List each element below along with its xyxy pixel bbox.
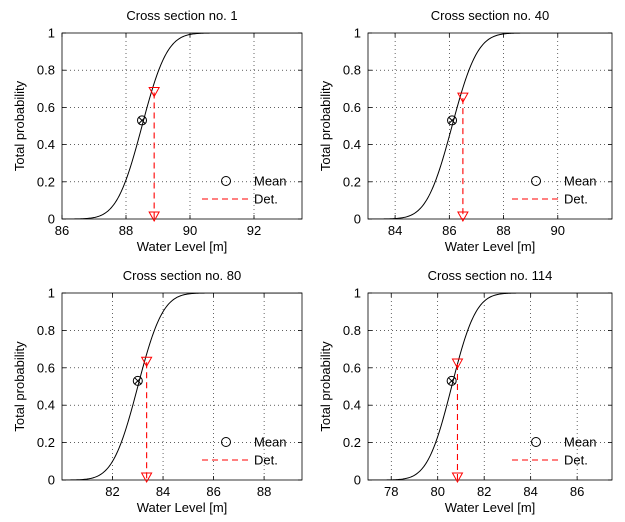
x-tick-label: 92	[247, 223, 261, 238]
y-tick-label: 0.6	[343, 360, 361, 375]
x-axis-label: Water Level [m]	[137, 239, 228, 254]
y-tick-label: 0.8	[343, 63, 361, 78]
y-tick-label: 0	[48, 473, 55, 488]
x-tick-label: 86	[55, 223, 69, 238]
y-tick-label: 0.8	[343, 323, 361, 338]
chart-panel-3: 82 84 86 88 0 0.2 0.4 0.6 0.8 1 Cross section no. …	[12, 268, 303, 515]
cdf-curve	[62, 33, 302, 219]
x-tick-label: 90	[183, 223, 197, 238]
y-tick-label: 0.4	[343, 137, 361, 152]
x-tick-label: 82	[105, 484, 119, 499]
x-tick-label: 84	[156, 484, 170, 499]
legend-det-label: Det.	[564, 192, 588, 207]
mean-marker-cross	[134, 377, 142, 385]
det-top-marker	[140, 356, 153, 368]
y-tick-label: 1	[48, 286, 55, 301]
y-tick-label: 0.2	[343, 435, 361, 450]
legend-mean-label: Mean	[254, 435, 287, 450]
legend-mean-label: Mean	[254, 174, 287, 189]
y-tick-label: 0.2	[37, 174, 55, 189]
x-tick-label: 86	[206, 484, 220, 499]
det-top-marker	[148, 87, 161, 98]
y-axis-label: Total probability	[12, 80, 27, 171]
det-top-marker	[451, 358, 464, 370]
x-tick-label: 90	[551, 223, 565, 238]
det-bottom-marker	[457, 211, 469, 223]
legend-mean-symbol	[221, 176, 231, 186]
legend-mean-symbol	[221, 437, 231, 447]
legend-mean-symbol	[531, 176, 541, 186]
y-tick-label: 0.2	[343, 174, 361, 189]
legend-det-label: Det.	[254, 453, 278, 468]
legend-mean-label: Mean	[564, 174, 597, 189]
x-tick-label: 82	[477, 484, 491, 499]
y-tick-label: 1	[354, 26, 361, 41]
legend-det-label: Det.	[254, 192, 278, 207]
y-tick-label: 0.4	[343, 398, 361, 413]
y-tick-label: 1	[354, 286, 361, 301]
cdf-curve	[368, 293, 612, 480]
chart-panel-1: 86 88 90 92 0 0.2 0.4 0.6 0.8 1 Cross section no. …	[12, 8, 303, 254]
y-tick-label: 0.4	[37, 137, 55, 152]
mean-marker-cross	[138, 116, 146, 124]
y-tick-label: 0	[354, 212, 361, 227]
plot-frame	[367, 292, 613, 481]
x-axis-label: Water Level [m]	[445, 239, 536, 254]
x-tick-label: 84	[523, 484, 537, 499]
y-tick-label: 0.8	[37, 63, 55, 78]
mean-marker	[446, 375, 457, 386]
y-tick-label: 0	[354, 473, 361, 488]
y-tick-label: 0.6	[37, 360, 55, 375]
x-tick-label: 88	[257, 484, 271, 499]
mean-marker-cross	[448, 377, 456, 385]
y-tick-label: 0.6	[343, 100, 361, 115]
y-axis-label: Total probability	[12, 341, 27, 432]
x-tick-label: 78	[384, 484, 398, 499]
y-tick-label: 0.8	[37, 323, 55, 338]
mean-marker	[137, 115, 147, 126]
det-bottom-marker	[140, 472, 153, 484]
y-tick-label: 1	[48, 26, 55, 41]
chart-title: Cross section no. 80	[123, 268, 242, 283]
chart-title: Cross section no. 1	[126, 8, 237, 23]
plot-frame	[61, 292, 303, 481]
x-tick-label: 88	[119, 223, 133, 238]
det-bottom-marker	[451, 472, 464, 484]
y-tick-label: 0.6	[37, 100, 55, 115]
legend-mean-symbol	[531, 437, 541, 447]
det-bottom-marker	[148, 211, 161, 223]
legend-mean-label: Mean	[564, 435, 597, 450]
mean-marker	[447, 115, 458, 126]
legend-det-label: Det.	[564, 453, 588, 468]
cdf-curve	[62, 293, 302, 480]
cdf-curve	[368, 33, 612, 219]
plot-frame	[61, 32, 303, 220]
y-axis-label: Total probability	[318, 341, 333, 432]
x-axis-label: Water Level [m]	[445, 500, 536, 515]
x-axis-label: Water Level [m]	[137, 500, 228, 515]
y-tick-label: 0.2	[37, 435, 55, 450]
x-tick-label: 84	[388, 223, 402, 238]
mean-marker	[132, 375, 143, 386]
x-tick-label: 88	[496, 223, 510, 238]
x-tick-label: 80	[430, 484, 444, 499]
chart-panel-2: 84 86 88 90 0 0.2 0.4 0.6 0.8 1 Cross section no. …	[318, 8, 613, 254]
chart-title: Cross section no. 114	[428, 268, 553, 283]
y-tick-label: 0	[48, 212, 55, 227]
x-tick-label: 86	[570, 484, 584, 499]
x-tick-label: 86	[442, 223, 456, 238]
mean-marker-cross	[448, 116, 456, 124]
chart-title: Cross section no. 40	[431, 8, 550, 23]
y-tick-label: 0.4	[37, 398, 55, 413]
plot-frame	[367, 32, 613, 220]
det-top-marker	[457, 92, 469, 104]
chart-panel-4: 78 80 82 84 86 0 0.2 0.4 0.6 0.8 1 Cross section no…	[318, 268, 613, 515]
y-axis-label: Total probability	[318, 80, 333, 171]
